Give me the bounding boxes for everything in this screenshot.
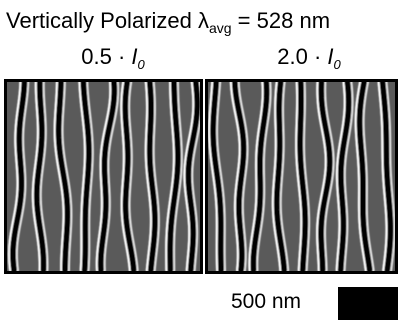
sem-image-left xyxy=(4,79,203,274)
scale-bar-label: 500 nm xyxy=(231,290,302,313)
stripe-line xyxy=(250,82,270,271)
stripe-line xyxy=(379,82,394,271)
panel-label-right: 2.0 · I0 xyxy=(254,44,364,78)
stripe-line xyxy=(356,82,373,271)
stripe-line xyxy=(144,82,152,271)
panel-right-symbol: I xyxy=(327,44,334,69)
panel-left-factor: 0.5 · xyxy=(81,44,132,69)
panel-label-left: 0.5 · I0 xyxy=(58,44,168,78)
stripe-line xyxy=(377,82,388,271)
stripe-line xyxy=(210,82,225,271)
stripe-line xyxy=(78,82,86,271)
stripe-line xyxy=(208,82,219,271)
title-suffix: = 528 nm xyxy=(231,8,331,33)
stripe-line xyxy=(231,82,247,271)
stripe-line xyxy=(53,82,65,271)
stripe-line xyxy=(95,82,112,271)
stripe-line xyxy=(271,82,282,271)
stripe-line xyxy=(146,82,158,271)
stripe-line xyxy=(33,82,47,271)
stripe-line xyxy=(120,82,131,271)
stripe-line xyxy=(354,82,367,271)
stripe-line xyxy=(295,82,303,271)
stripe-line xyxy=(297,82,309,271)
stripe-line xyxy=(248,82,264,271)
stripe-line xyxy=(9,82,28,271)
stripe-pattern-left xyxy=(7,82,200,271)
sem-image-right xyxy=(205,79,398,274)
stripe-line xyxy=(316,82,327,271)
panel-left-symbol-sub: 0 xyxy=(137,57,145,72)
title-prefix: Vertically Polarized λ xyxy=(6,8,209,33)
stripe-line xyxy=(31,82,41,271)
title-subscript: avg xyxy=(208,20,232,36)
stripe-line xyxy=(7,82,22,271)
panel-right-factor: 2.0 · xyxy=(277,44,328,69)
scale-bar xyxy=(338,287,398,320)
stripe-line xyxy=(318,82,333,271)
stripe-line xyxy=(80,82,92,271)
stripe-line xyxy=(167,82,181,271)
stripe-line xyxy=(337,82,352,271)
stripe-pattern-right xyxy=(208,82,395,271)
stripe-line xyxy=(165,82,175,271)
stripe-line xyxy=(55,82,71,271)
figure-title: Vertically Polarized λavg = 528 nm xyxy=(6,8,398,41)
stripe-line xyxy=(97,82,118,271)
stripe-line xyxy=(273,82,288,271)
panel-left-symbol: I xyxy=(131,44,138,69)
stripe-line xyxy=(229,82,241,271)
stripe-line xyxy=(183,82,195,271)
stripe-line xyxy=(122,82,137,271)
stripe-line xyxy=(185,82,200,271)
stripe-line xyxy=(335,82,346,271)
panel-right-symbol-sub: 0 xyxy=(333,57,341,72)
